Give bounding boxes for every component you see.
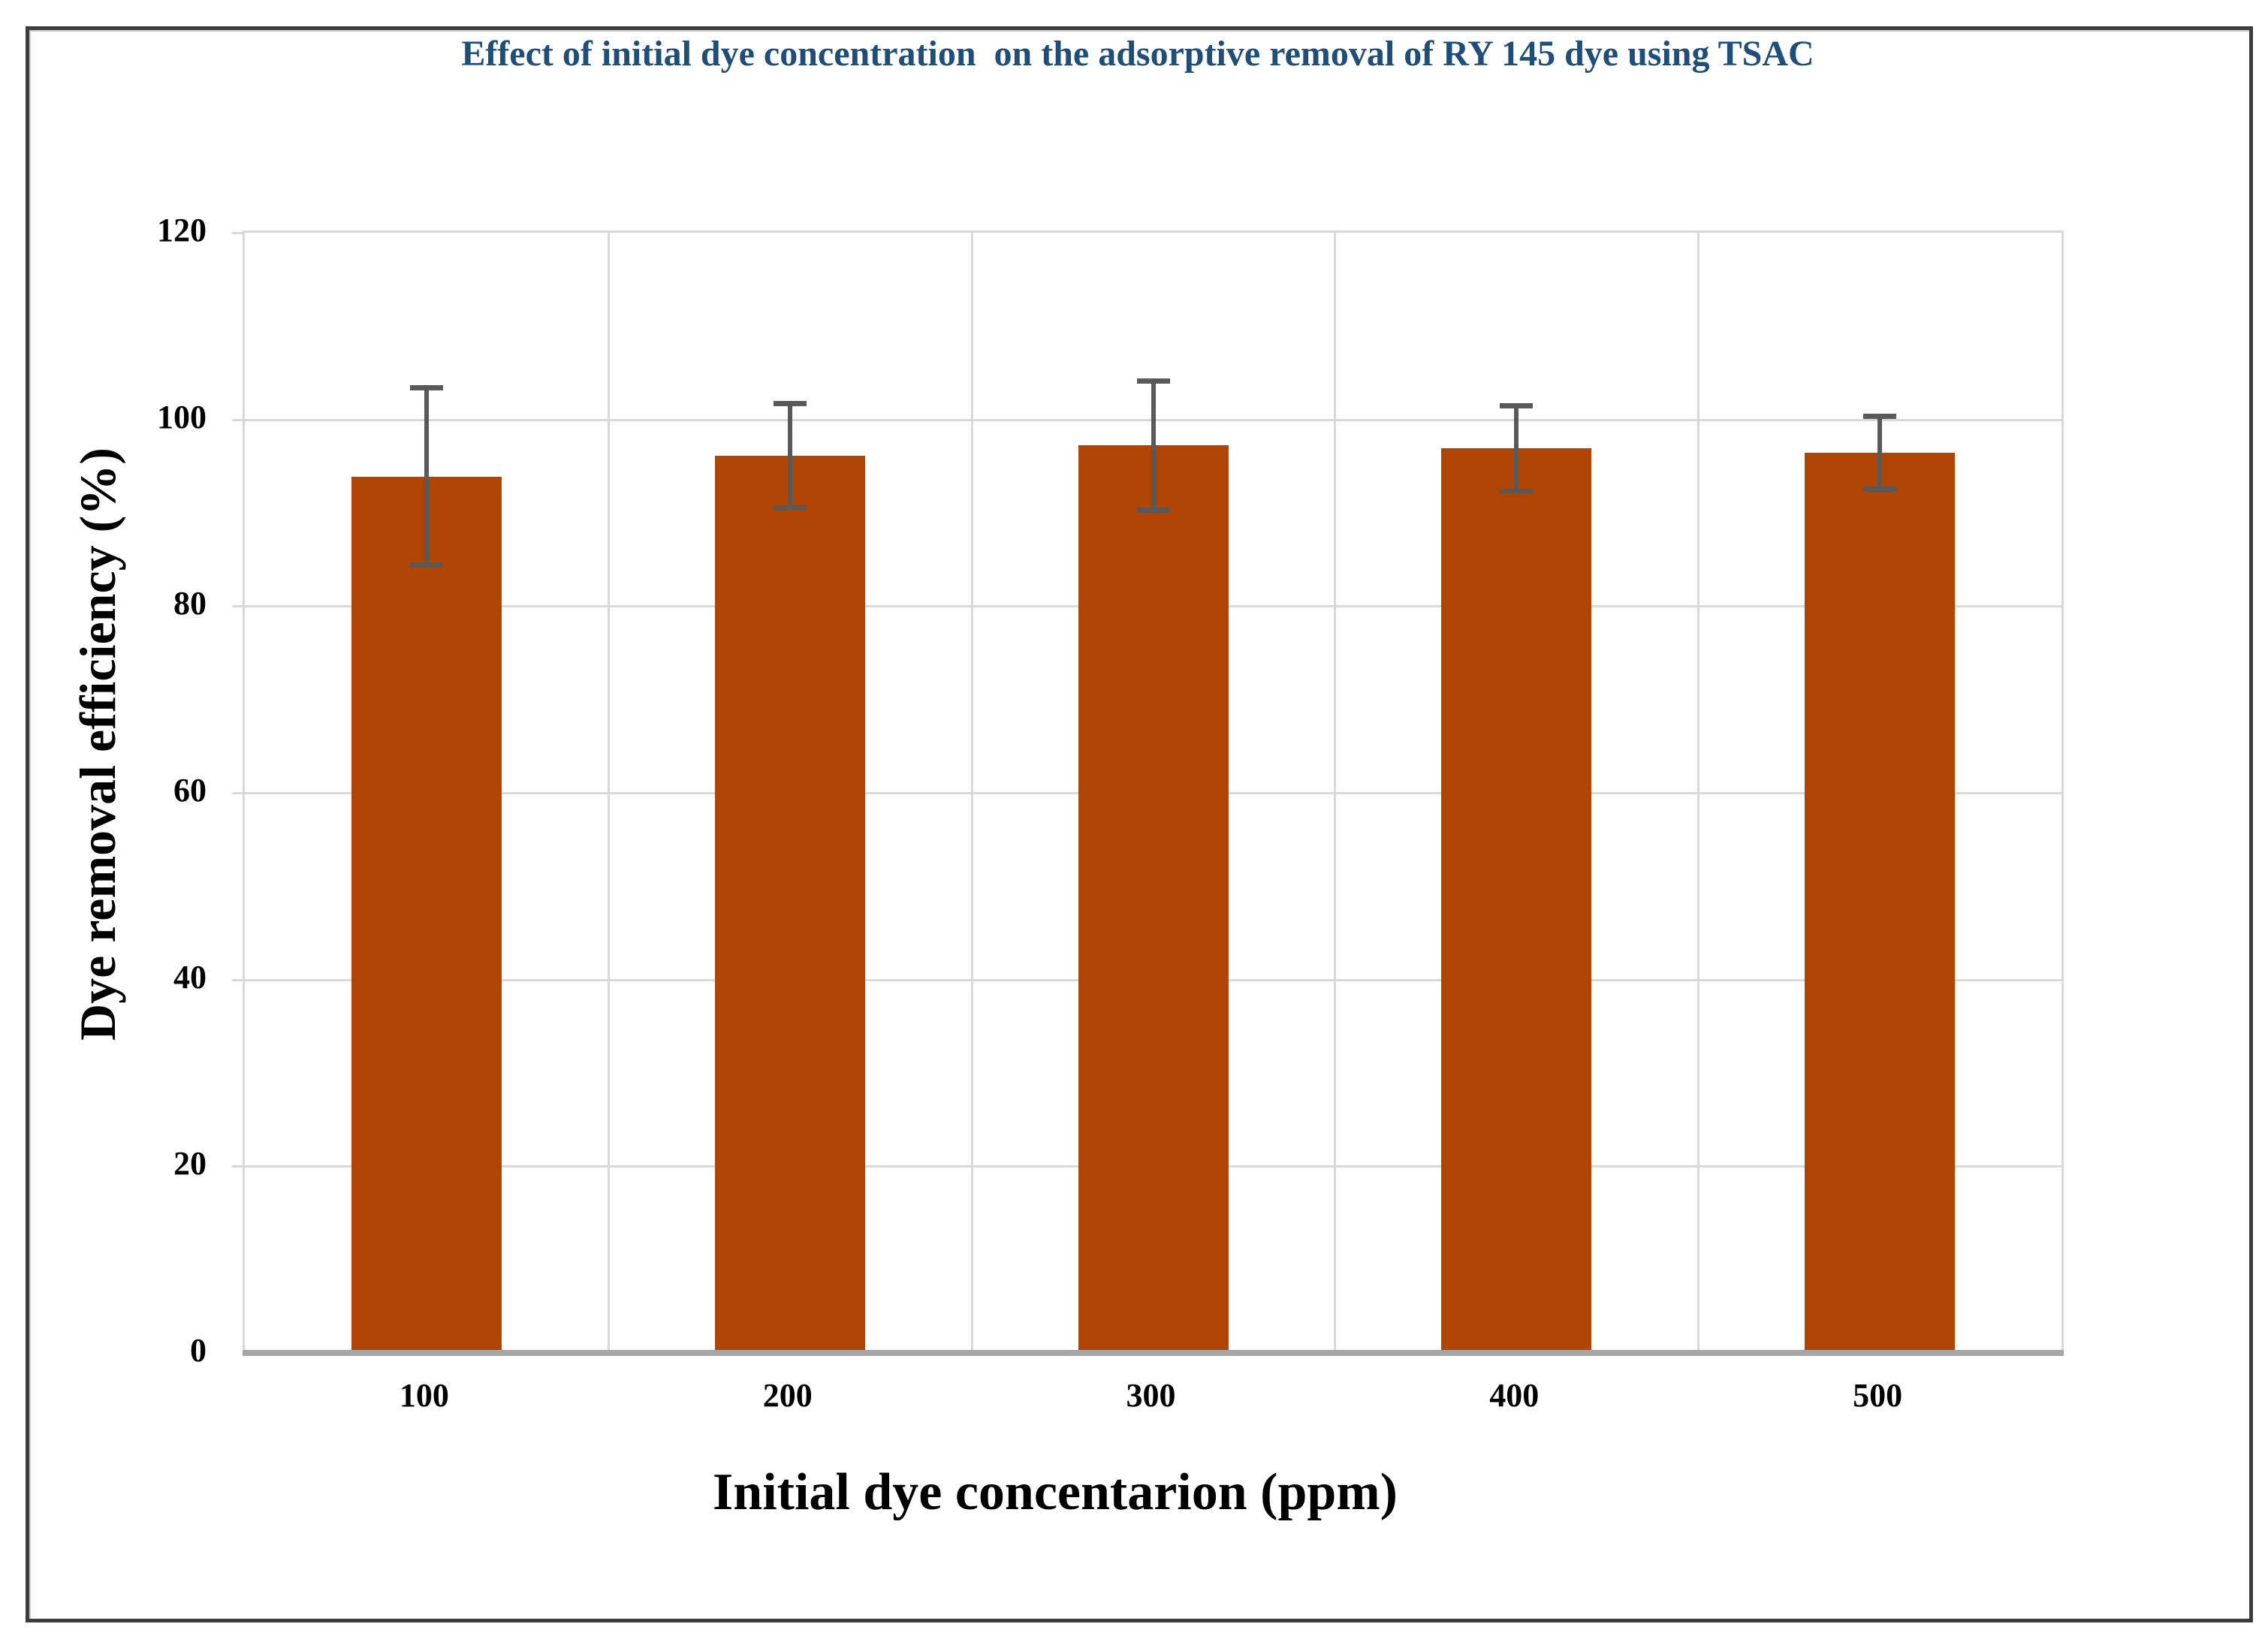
error-bar-line <box>1151 381 1156 511</box>
y-axis-tick <box>232 418 243 421</box>
error-bar-cap-top <box>1863 414 1897 420</box>
y-tick-label: 0 <box>190 1332 207 1369</box>
error-bar-cap-bottom <box>773 505 807 511</box>
bar <box>1441 448 1592 1353</box>
error-bar-line <box>424 387 429 565</box>
error-bar-line <box>1514 405 1519 492</box>
y-axis-tick <box>232 978 243 981</box>
y-tick-label: 20 <box>173 1145 207 1183</box>
x-tick-label: 500 <box>1853 1377 1903 1414</box>
error-bar-line <box>1877 416 1883 490</box>
y-axis-title: Dye removal efficiency (%) <box>69 447 126 1041</box>
bar <box>351 476 502 1353</box>
gridline-vertical <box>607 233 610 1353</box>
error-bar-cap-bottom <box>1500 488 1534 494</box>
y-axis-tick <box>232 1165 243 1168</box>
error-bar-cap-top <box>1136 378 1170 384</box>
bar <box>1078 445 1229 1353</box>
plot-area <box>232 230 2064 1356</box>
error-bar-line <box>787 403 792 508</box>
y-tick-label: 40 <box>173 958 207 996</box>
error-bar-cap-top <box>1500 402 1534 408</box>
error-bar-cap-bottom <box>409 562 443 568</box>
y-tick-label: 100 <box>157 398 207 435</box>
error-bar-cap-top <box>773 401 807 407</box>
x-axis-line <box>243 1350 2064 1356</box>
x-tick-label: 400 <box>1489 1377 1540 1414</box>
y-tick-label: 80 <box>173 585 207 622</box>
x-axis-title: Initial dye concentarion (ppm) <box>713 1463 1398 1521</box>
y-axis-tick <box>232 232 243 234</box>
x-tick-label: 200 <box>762 1377 813 1414</box>
x-tick-label: 100 <box>399 1377 449 1414</box>
y-tick-label: 120 <box>157 212 207 249</box>
y-tick-label: 60 <box>173 772 207 809</box>
chart-title: Effect of initial dye concentration on t… <box>461 34 1814 74</box>
gridline-vertical <box>1334 233 1337 1353</box>
x-tick-label: 300 <box>1126 1377 1176 1414</box>
y-axis-tick <box>232 792 243 794</box>
error-bar-cap-bottom <box>1863 487 1897 493</box>
error-bar-cap-top <box>409 384 443 390</box>
bar <box>1805 453 1956 1353</box>
y-axis-tick <box>232 605 243 608</box>
gridline-vertical <box>1697 233 1700 1353</box>
gridline-vertical <box>970 233 973 1353</box>
bar <box>714 456 865 1353</box>
error-bar-cap-bottom <box>1136 507 1170 513</box>
